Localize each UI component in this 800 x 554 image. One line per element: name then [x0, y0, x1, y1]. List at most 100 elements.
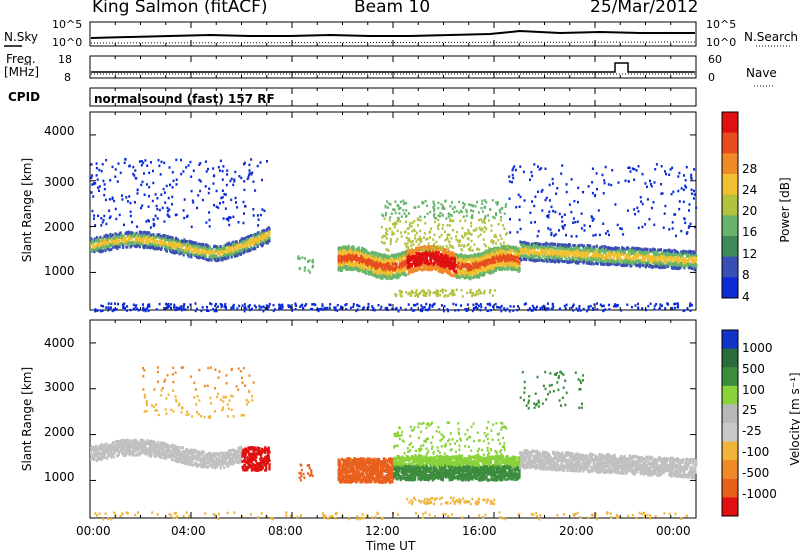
power-cell [388, 227, 391, 230]
power-cell [398, 271, 402, 275]
power-cell [653, 248, 657, 252]
power-cell [473, 243, 476, 246]
power-cell [370, 270, 373, 274]
power-cell [433, 248, 436, 252]
power-cell [461, 227, 464, 230]
power-cell [469, 276, 472, 280]
power-cell [243, 180, 246, 183]
power-cell [417, 257, 420, 261]
power-cell [197, 194, 200, 197]
power-cell [539, 242, 542, 246]
power-cell [346, 262, 349, 266]
power-cell [558, 248, 561, 252]
nave-tick-bottom: 0 [708, 71, 715, 84]
power-cell [123, 161, 126, 165]
power-cell [341, 253, 344, 256]
power-cell [396, 219, 399, 222]
power-cell [221, 196, 224, 199]
power-cell [435, 250, 438, 254]
power-cell [187, 254, 190, 258]
power-cell [231, 250, 234, 254]
power-cell [201, 198, 204, 202]
power-cell [455, 269, 458, 273]
power-cell [139, 242, 142, 246]
power-cell [441, 253, 444, 257]
power-cell [446, 233, 449, 236]
power-cell [475, 260, 478, 264]
power-cb-tick-20: 20 [742, 204, 758, 218]
power-cell [308, 271, 311, 274]
power-cell [228, 223, 231, 227]
power-cell [169, 241, 172, 245]
power-cell [115, 245, 118, 249]
power-cell [351, 250, 354, 254]
power-cell [474, 205, 477, 208]
power-cell [473, 262, 476, 266]
power-cell [411, 239, 414, 243]
power-cell [380, 225, 383, 229]
power-cell [156, 239, 159, 243]
power-cell [156, 197, 159, 200]
power-cell [206, 250, 209, 254]
power-cell [558, 260, 561, 263]
power-cell [403, 202, 406, 205]
power-cell [418, 238, 421, 241]
power-cell [152, 218, 155, 221]
power-cell [141, 204, 144, 207]
power-cell [478, 226, 481, 230]
power-cell [441, 264, 444, 268]
power-cell [450, 237, 453, 240]
power-cell [184, 240, 187, 244]
power-cell [257, 242, 260, 246]
power-cell [486, 265, 489, 269]
power-cell [215, 189, 218, 193]
power-cell [490, 224, 493, 227]
power-cell [399, 262, 402, 266]
power-cell [168, 242, 171, 246]
power-cell [239, 245, 242, 249]
power-cell [484, 215, 487, 218]
power-cell [506, 244, 509, 247]
power-cell [113, 242, 116, 246]
xtick-0800: 08:00 [268, 524, 303, 538]
power-cell [436, 248, 439, 252]
power-cell [221, 178, 224, 181]
power-cell [118, 245, 121, 249]
power-cell [230, 249, 233, 252]
power-cell [407, 266, 410, 270]
noise-tick-right-top: 10^5 [706, 18, 737, 31]
power-cell [605, 248, 608, 252]
power-cell [499, 234, 502, 237]
power-cell [414, 234, 417, 237]
power-cell [166, 213, 169, 216]
power-cell [403, 212, 406, 215]
power-cell [483, 221, 486, 225]
power-cell [409, 240, 412, 243]
power-cell [158, 164, 161, 168]
power-cell [481, 210, 484, 213]
power-cell [627, 254, 630, 258]
power-cell [140, 160, 143, 163]
power-cell [345, 261, 348, 265]
power-cell [466, 232, 469, 235]
power-cell [189, 247, 192, 251]
power-cell [265, 227, 269, 231]
power-cb-tick-16: 16 [742, 225, 758, 239]
power-cell [363, 269, 366, 273]
power-cell [493, 216, 496, 220]
power-cell [563, 243, 566, 247]
power-cell [250, 173, 253, 176]
power-cell [507, 267, 510, 271]
power-cell [612, 256, 615, 260]
power-cell [395, 240, 398, 243]
power-ytick-4000: 4000 [44, 124, 75, 138]
power-cell [638, 265, 641, 269]
power-cell [469, 249, 472, 252]
power-cell [106, 239, 109, 243]
power-cell [515, 268, 519, 272]
power-cell [452, 246, 455, 250]
power-cell [437, 254, 440, 258]
power-cell [410, 265, 413, 269]
power-cell [392, 208, 395, 211]
power-cell [436, 261, 439, 265]
